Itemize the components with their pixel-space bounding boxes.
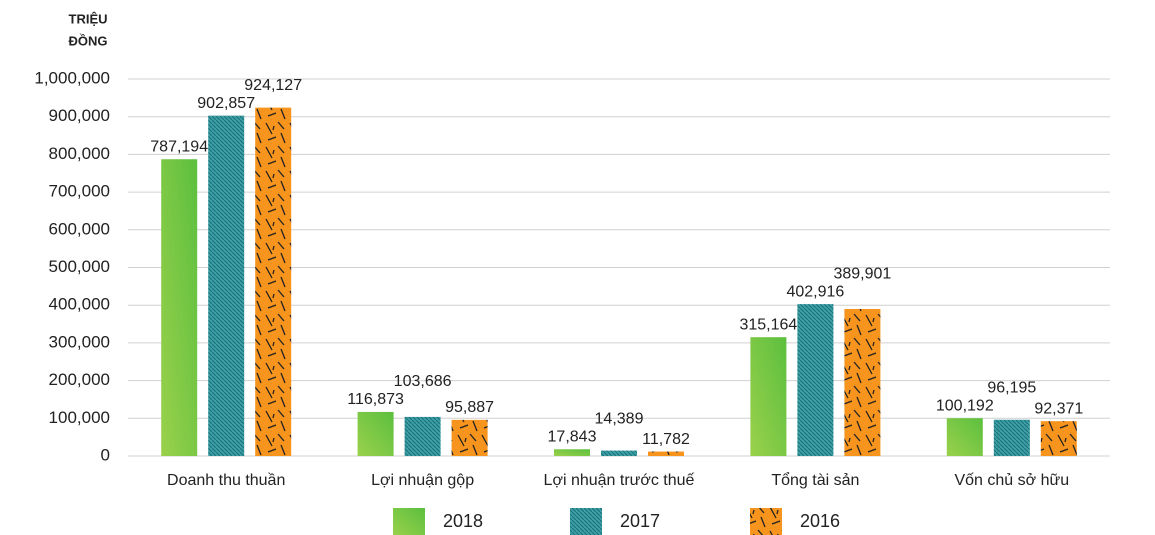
value-label: 11,782 — [642, 431, 690, 448]
y-tick-label: 400,000 — [49, 295, 110, 314]
x-tick-label: Vốn chủ sở hữu — [954, 472, 1069, 489]
value-label: 96,195 — [987, 379, 1036, 396]
value-label: 103,686 — [394, 373, 452, 390]
value-label: 17,843 — [548, 428, 597, 445]
legend-swatch — [750, 508, 782, 535]
y-tick-label: 0 — [101, 445, 110, 464]
y-tick-label: 500,000 — [49, 257, 110, 276]
value-label: 389,901 — [833, 265, 891, 282]
y-axis-label: TRIỆU — [69, 11, 108, 26]
value-label: 100,192 — [936, 397, 994, 414]
y-tick-label: 200,000 — [49, 370, 110, 389]
bar — [750, 337, 787, 456]
value-label: 924,127 — [244, 77, 302, 94]
x-tick-label: Tổng tài sản — [771, 471, 859, 489]
bar — [357, 411, 394, 456]
legend-label: 2017 — [620, 511, 660, 531]
x-tick-label: Doanh thu thuần — [167, 472, 285, 489]
bar — [161, 159, 198, 457]
bar — [255, 107, 292, 456]
bar — [844, 309, 881, 456]
y-tick-label: 1,000,000 — [34, 68, 110, 87]
value-label: 95,887 — [445, 399, 494, 416]
y-tick-label: 600,000 — [49, 219, 110, 238]
bar — [554, 449, 590, 456]
bar — [993, 419, 1030, 456]
value-label: 116,873 — [347, 391, 404, 408]
legend-label: 2016 — [800, 511, 840, 531]
value-label: 787,194 — [150, 138, 208, 155]
value-label: 902,857 — [197, 95, 255, 112]
bar — [404, 416, 441, 456]
value-label: 315,164 — [739, 316, 797, 333]
y-tick-label: 100,000 — [49, 408, 110, 427]
bar — [208, 115, 245, 456]
legend-label: 2018 — [443, 511, 483, 531]
y-axis-label: ĐỒNG — [69, 33, 108, 48]
bar — [648, 451, 684, 456]
value-label: 92,371 — [1034, 400, 1083, 417]
bar — [797, 304, 834, 456]
value-label: 14,389 — [595, 410, 644, 427]
x-tick-label: Lợi nhuận gộp — [371, 472, 474, 489]
value-label: 402,916 — [786, 283, 844, 300]
bar — [1040, 421, 1077, 456]
y-tick-label: 300,000 — [49, 332, 110, 351]
y-tick-label: 900,000 — [49, 106, 110, 125]
bar — [451, 419, 488, 456]
y-tick-label: 800,000 — [49, 144, 110, 163]
y-tick-label: 700,000 — [49, 182, 110, 201]
bar — [601, 450, 637, 456]
bar — [946, 418, 983, 456]
x-tick-label: Lợi nhuận trước thuế — [544, 472, 695, 489]
legend-swatch — [570, 508, 602, 535]
legend-swatch — [393, 508, 425, 535]
